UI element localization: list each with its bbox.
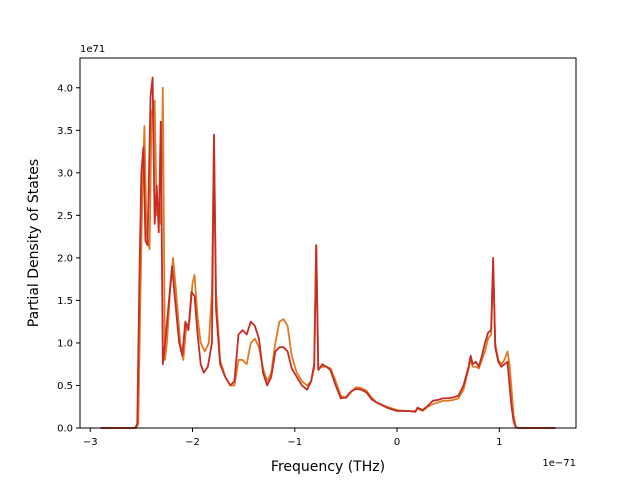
x-tick-label: 1 [496, 437, 502, 448]
y-tick-label: 2.5 [57, 211, 73, 222]
series-line-2 [100, 76, 556, 429]
x-tick-label: 0 [394, 437, 400, 448]
y-tick-label: 0.0 [57, 424, 73, 435]
x-axis-label: Frequency (THz) [271, 459, 385, 475]
x-tick-label: −1 [287, 437, 302, 448]
x-offset-label: 1e−71 [542, 458, 576, 469]
y-axis-label: Partial Density of States [26, 159, 42, 327]
series-line-1 [100, 86, 556, 429]
y-tick-label: 0.5 [57, 381, 73, 392]
x-tick-label: −3 [83, 437, 98, 448]
x-axis-ticks: −3 −2 −1 0 1 [83, 428, 502, 448]
plot-frame [79, 57, 577, 429]
y-tick-label: 1.5 [57, 296, 73, 307]
y-offset-label: 1e71 [80, 44, 105, 55]
y-tick-label: 2.0 [57, 253, 73, 264]
y-tick-label: 1.0 [57, 338, 73, 349]
y-tick-label: 4.0 [57, 83, 73, 94]
y-axis-ticks: 0.0 0.5 1.0 1.5 2.0 2.5 3.0 3.5 4.0 [57, 83, 80, 435]
series-layer [100, 76, 556, 429]
y-tick-label: 3.0 [57, 168, 73, 179]
y-tick-label: 3.5 [57, 126, 73, 137]
x-tick-label: −2 [185, 437, 200, 448]
